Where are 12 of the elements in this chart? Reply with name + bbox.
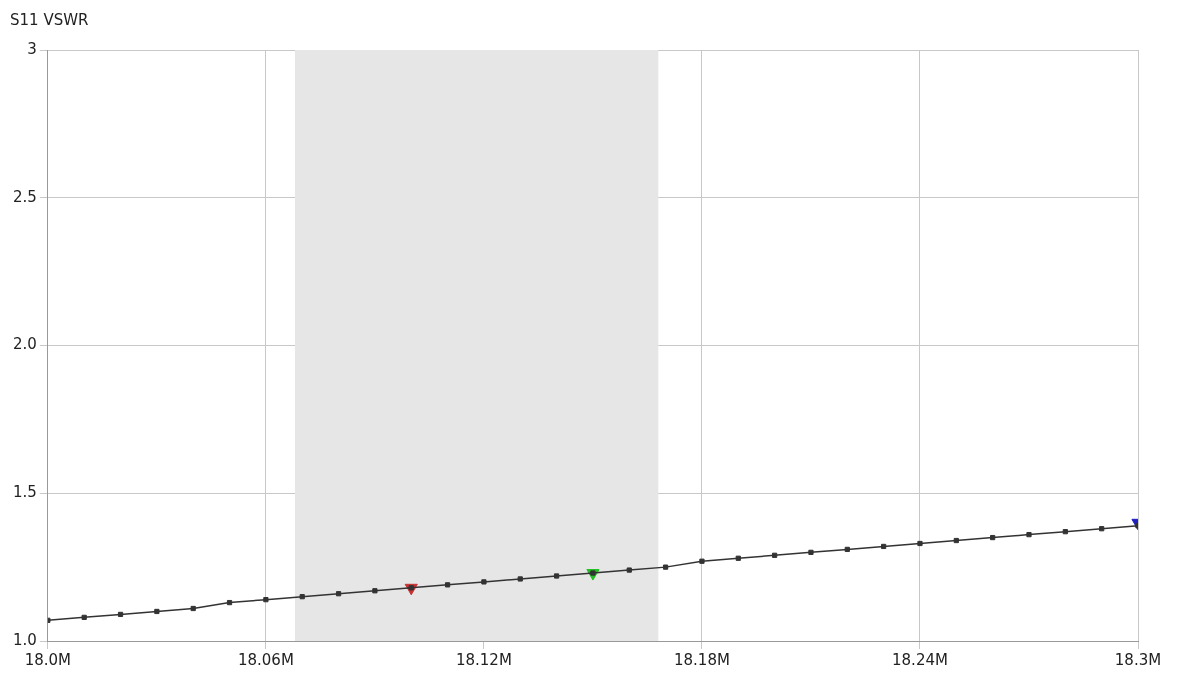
y-tick-label: 2.5: [13, 187, 37, 206]
y-tick-label: 1.5: [13, 483, 37, 502]
y-tick-label: 1.0: [13, 630, 37, 649]
x-tick-label: 18.24M: [892, 650, 948, 669]
x-tick-label: 18.3M: [1114, 650, 1162, 669]
y-tick-label: 3: [27, 39, 37, 58]
x-tick-label: 18.18M: [674, 650, 730, 669]
y-tick-label: 2.0: [13, 335, 37, 354]
chart-title: S11 VSWR: [10, 10, 89, 29]
x-tick-label: 18.06M: [237, 650, 294, 669]
x-tick-label: 18.0M: [24, 650, 72, 669]
x-tick-label: 18.12M: [455, 650, 512, 669]
